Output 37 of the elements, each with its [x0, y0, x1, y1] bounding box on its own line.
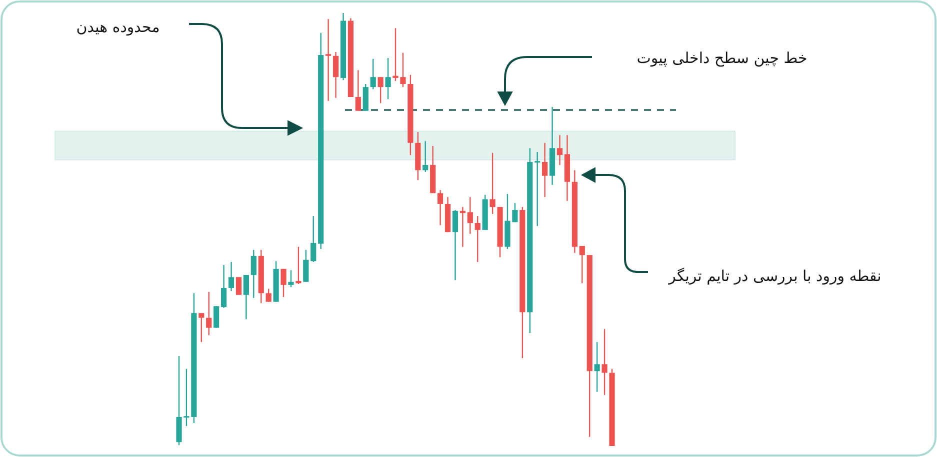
- candlestick: [236, 276, 242, 296]
- candlestick: [288, 270, 294, 288]
- candlestick: [266, 288, 272, 302]
- candlestick: [220, 264, 227, 308]
- candlestick: [556, 134, 563, 166]
- candlestick: [362, 83, 368, 112]
- candlestick: [326, 18, 332, 102]
- candlestick: [370, 58, 376, 90]
- candlestick: [467, 196, 473, 234]
- candlestick: [474, 215, 480, 263]
- candlestick: [243, 274, 249, 320]
- candlestick: [579, 245, 585, 284]
- candlestick: [437, 189, 444, 226]
- candlestick: [460, 206, 466, 248]
- text: نقطه ورود با بررسی در تایم تریگر: [668, 267, 882, 285]
- candlestick: [228, 261, 234, 292]
- candlestick: [452, 209, 458, 281]
- candlestick: [214, 306, 220, 328]
- candlestick: [280, 268, 286, 298]
- candlestick: [422, 140, 428, 173]
- candlestick: [385, 57, 391, 100]
- candlestick: [198, 312, 204, 343]
- candlestick: [378, 76, 384, 104]
- candlestick: [206, 291, 212, 336]
- candlestick: [303, 249, 309, 282]
- candlestick: [250, 249, 256, 299]
- text: خط چین سطح داخلی پیوت: [636, 49, 808, 67]
- text: محدوده هیدن: [76, 18, 160, 36]
- candlestick: [296, 246, 302, 285]
- candlestick: [355, 70, 361, 112]
- candlestick: [310, 215, 316, 263]
- candlestick: [332, 51, 339, 98]
- candlestick: [602, 328, 608, 396]
- candlestick: [534, 151, 540, 227]
- candlestick: [490, 152, 496, 215]
- candlestick: [542, 142, 548, 198]
- candlestick: [594, 341, 600, 392]
